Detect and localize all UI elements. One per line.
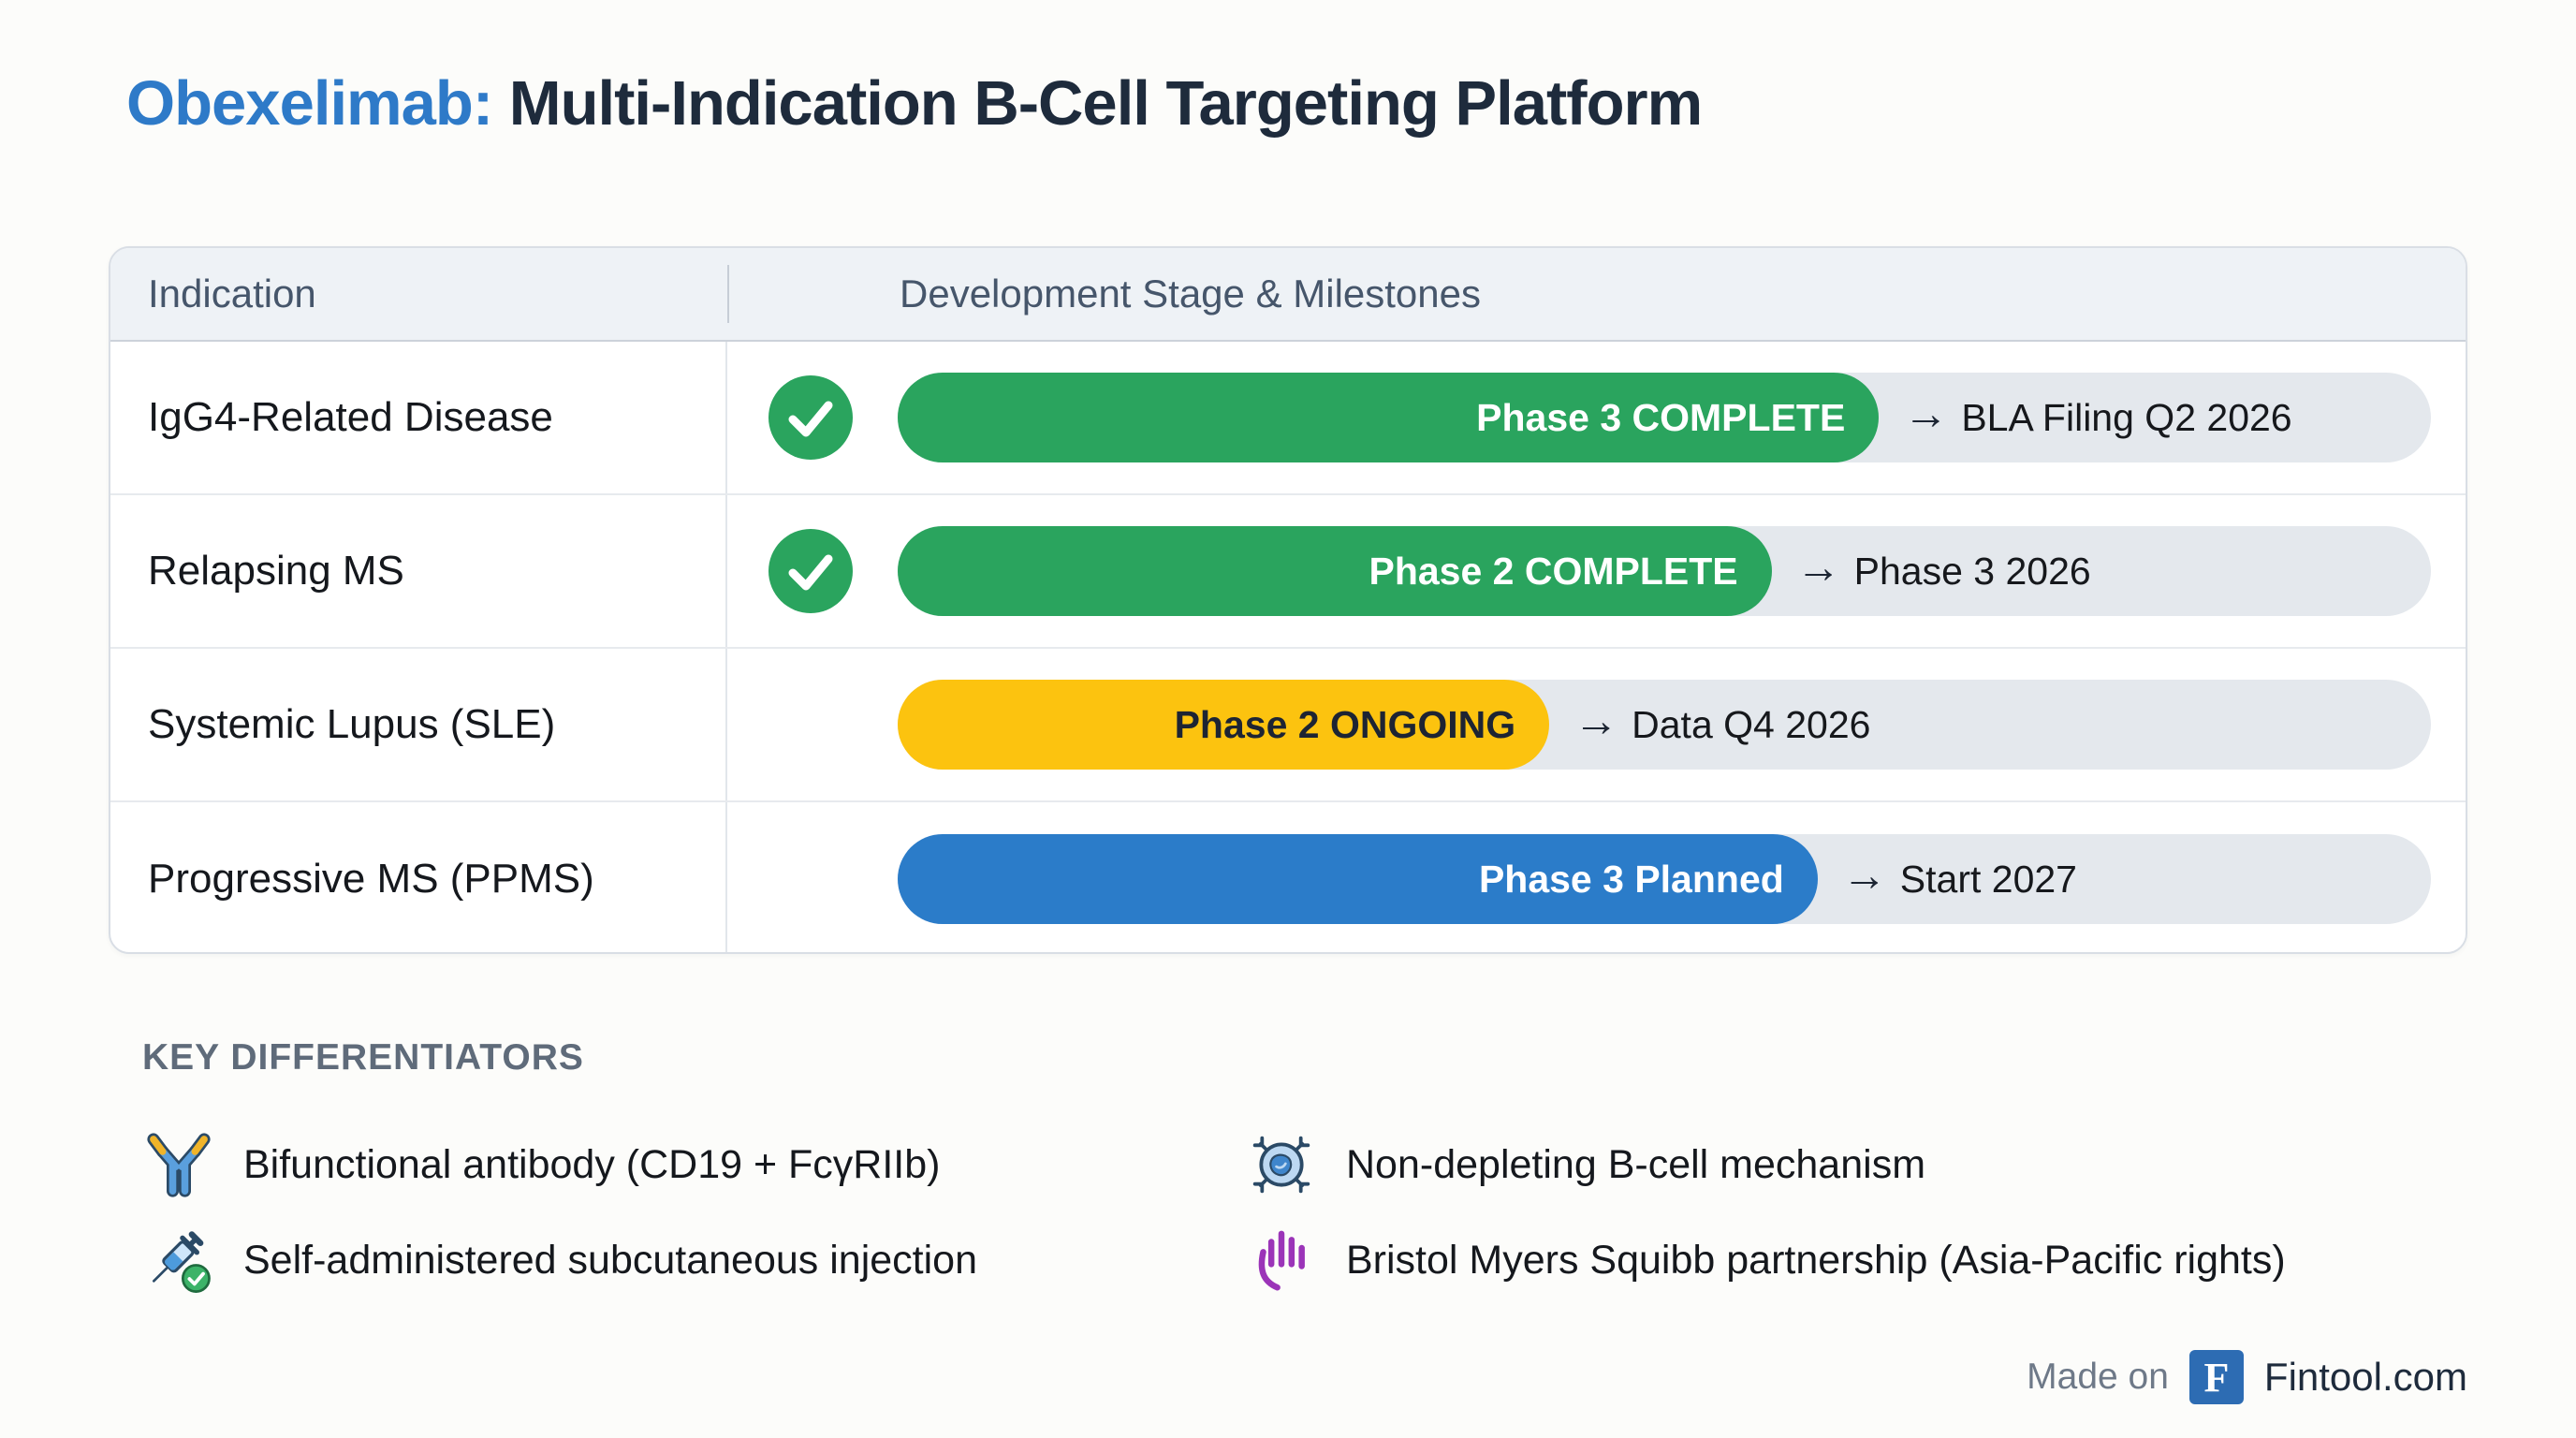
- differentiator-label: Non-depleting B-cell mechanism: [1346, 1141, 1926, 1187]
- differentiator-label: Self-administered subcutaneous injection: [243, 1237, 978, 1283]
- milestone-label: Start 2027: [1899, 857, 2077, 901]
- milestone: → BLA Filing Q2 2026: [1903, 389, 2292, 440]
- page-title-highlight: Obexelimab:: [126, 68, 493, 139]
- arrow-right-icon: →: [1903, 389, 1949, 439]
- progress-fill: Phase 3 COMPLETE: [898, 373, 1880, 462]
- table-row: Progressive MS (PPMS) Phase 3 Planned → …: [110, 802, 2466, 952]
- table-row: IgG4-Related Disease Phase 3 COMPLETE → …: [110, 342, 2466, 495]
- indication-cell: Relapsing MS: [110, 495, 727, 647]
- made-on-label: Made on: [2027, 1357, 2169, 1397]
- check-circle-icon: [768, 375, 853, 460]
- stage-label: Phase 2 COMPLETE: [1368, 549, 1738, 593]
- check-circle-icon: [768, 529, 853, 613]
- indication-cell: IgG4-Related Disease: [110, 342, 727, 493]
- stage-cell: Phase 3 COMPLETE → BLA Filing Q2 2026: [727, 342, 2466, 493]
- list-item: Bristol Myers Squibb partnership (Asia-P…: [1245, 1215, 2286, 1305]
- milestone-label: Phase 3 2026: [1853, 549, 2091, 593]
- milestone-label: BLA Filing Q2 2026: [1961, 395, 2292, 439]
- milestone: → Start 2027: [1841, 851, 2077, 902]
- column-header-indication: Indication: [148, 271, 316, 315]
- check-spacer: [768, 837, 853, 921]
- progress-track: Phase 3 COMPLETE → BLA Filing Q2 2026: [898, 373, 2431, 462]
- fintool-brand-link[interactable]: Fintool.com: [2263, 1355, 2467, 1399]
- differentiator-label: Bristol Myers Squibb partnership (Asia-P…: [1346, 1237, 2286, 1283]
- table-row: Systemic Lupus (SLE) Phase 2 ONGOING → D…: [110, 649, 2466, 802]
- key-differentiators-grid: Bifunctional antibody (CD19 + FcγRIIb): [142, 1120, 2286, 1305]
- progress-track: Phase 2 COMPLETE → Phase 3 2026: [898, 526, 2431, 616]
- page-title-rest: Multi-Indication B-Cell Targeting Platfo…: [492, 68, 1703, 139]
- check-spacer: [768, 682, 853, 767]
- progress-fill: Phase 2 COMPLETE: [898, 526, 1772, 616]
- milestone-label: Data Q4 2026: [1632, 702, 1871, 746]
- indication-cell: Progressive MS (PPMS): [110, 802, 727, 952]
- hand-icon: [1245, 1224, 1318, 1297]
- milestone: → Phase 3 2026: [1795, 543, 2091, 594]
- arrow-right-icon: →: [1795, 543, 1841, 593]
- arrow-right-icon: →: [1573, 697, 1619, 746]
- header-column-divider: [727, 265, 729, 323]
- arrow-right-icon: →: [1841, 851, 1887, 901]
- page-title: Obexelimab: Multi-Indication B-Cell Targ…: [126, 67, 1703, 139]
- key-differentiators-section: KEY DIFFERENTIATORS: [142, 1037, 2286, 1305]
- table-row: Relapsing MS Phase 2 COMPLETE → Phase 3 …: [110, 495, 2466, 649]
- footer: Made on F Fintool.com: [2027, 1350, 2467, 1404]
- list-item: Non-depleting B-cell mechanism: [1245, 1120, 2286, 1210]
- table-header-row: Indication Development Stage & Milestone…: [110, 248, 2466, 342]
- stage-cell: Phase 2 ONGOING → Data Q4 2026: [727, 649, 2466, 800]
- stage-label: Phase 2 ONGOING: [1174, 702, 1516, 746]
- milestone: → Data Q4 2026: [1573, 697, 1871, 747]
- differentiator-label: Bifunctional antibody (CD19 + FcγRIIb): [243, 1141, 941, 1187]
- list-item: Bifunctional antibody (CD19 + FcγRIIb): [142, 1120, 1245, 1210]
- pipeline-table: Indication Development Stage & Milestone…: [109, 246, 2467, 954]
- progress-fill: Phase 3 Planned: [898, 834, 1818, 924]
- list-item: Self-administered subcutaneous injection: [142, 1215, 1245, 1305]
- syringe-icon: [142, 1224, 215, 1297]
- stage-cell: Phase 3 Planned → Start 2027: [727, 802, 2466, 952]
- key-differentiators-heading: KEY DIFFERENTIATORS: [142, 1037, 584, 1078]
- bcell-icon: [1245, 1128, 1318, 1201]
- stage-cell: Phase 2 COMPLETE → Phase 3 2026: [727, 495, 2466, 647]
- stage-label: Phase 3 Planned: [1478, 857, 1784, 901]
- progress-track: Phase 2 ONGOING → Data Q4 2026: [898, 680, 2431, 770]
- progress-track: Phase 3 Planned → Start 2027: [898, 834, 2431, 924]
- antibody-icon: [142, 1128, 215, 1201]
- indication-cell: Systemic Lupus (SLE): [110, 649, 727, 800]
- progress-fill: Phase 2 ONGOING: [898, 680, 1550, 770]
- fintool-logo-icon: F: [2188, 1350, 2244, 1404]
- column-header-stage: Development Stage & Milestones: [900, 271, 1481, 315]
- stage-label: Phase 3 COMPLETE: [1476, 395, 1846, 439]
